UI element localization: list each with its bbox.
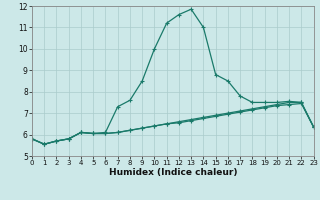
X-axis label: Humidex (Indice chaleur): Humidex (Indice chaleur) (108, 168, 237, 177)
